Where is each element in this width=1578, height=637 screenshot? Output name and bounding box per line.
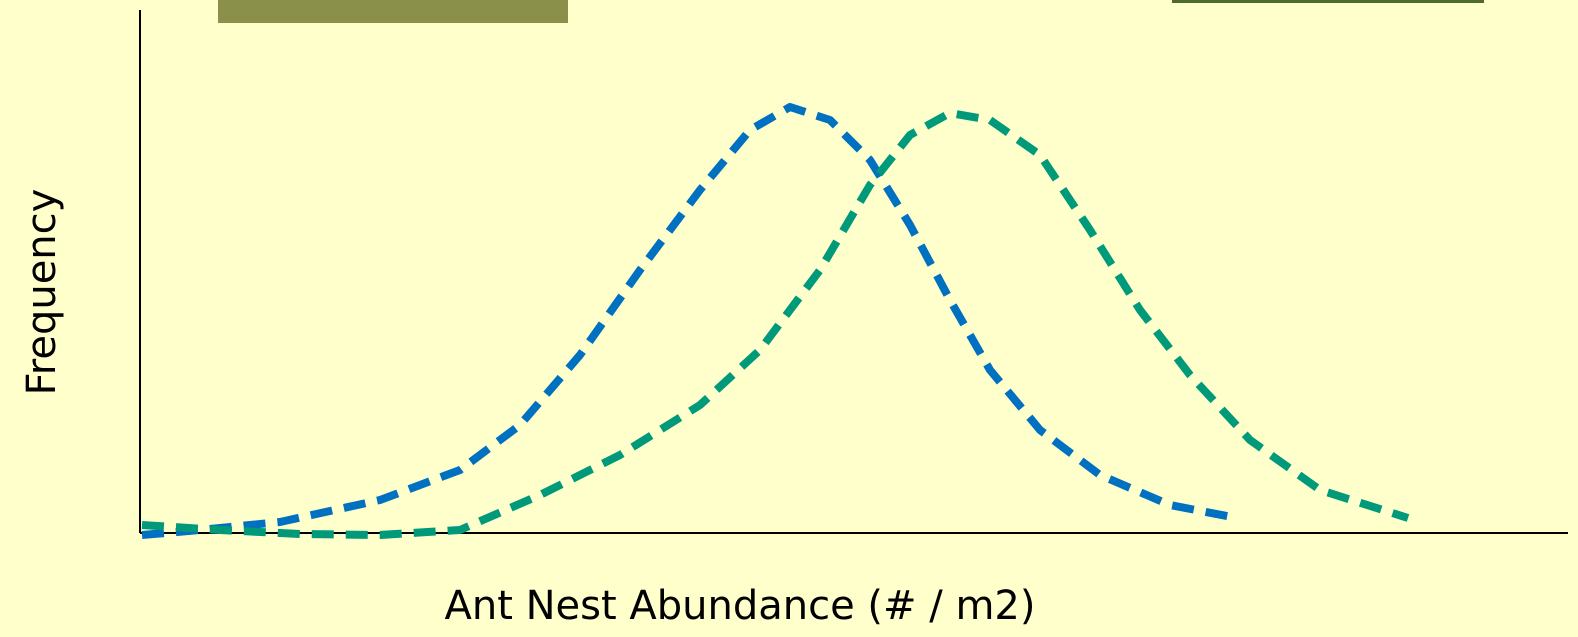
page: Ant Nest Abundance (# / m2) Frequency ((… [0, 0, 1578, 637]
background [0, 0, 1578, 637]
x-axis-label: Ant Nest Abundance (# / m2) [445, 583, 1036, 629]
photo-right [1172, 0, 1484, 3]
chart: Ant Nest Abundance (# / m2) Frequency [0, 0, 1578, 637]
y-axis-label: Frequency [19, 189, 65, 396]
photo-left [218, 0, 568, 23]
